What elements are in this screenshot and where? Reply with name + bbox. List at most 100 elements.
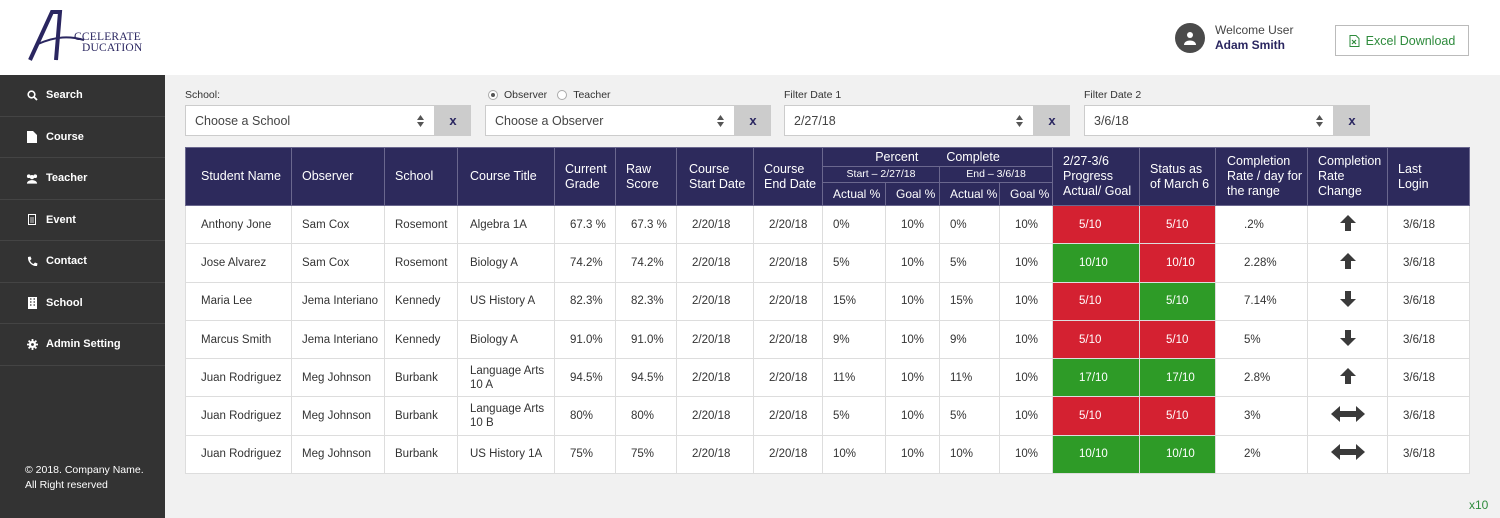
cell-s-actual: 15%	[822, 282, 886, 321]
header-end-range: End – 3/6/18	[938, 166, 1054, 183]
copyright-line-2: All Right reserved	[25, 479, 108, 491]
sidebar-item-course[interactable]: Course	[0, 117, 165, 158]
teacher-radio[interactable]	[557, 90, 568, 100]
sidebar-item-teacher[interactable]: Teacher	[0, 158, 165, 200]
table-row[interactable]: Anthony Jone Sam Cox Rosemont Algebra 1A 67.…	[185, 205, 1471, 245]
header-line: of March 6	[1150, 176, 1210, 191]
header-line: Actual/ Goal	[1063, 184, 1132, 198]
sidebar-item-admin-setting[interactable]: Admin Setting	[0, 324, 165, 366]
header-last-login[interactable]: Last Login	[1387, 147, 1471, 206]
sidebar-item-school[interactable]: School	[0, 283, 165, 324]
filter-date-1-value: 2/27/18	[794, 113, 836, 128]
cell-status: 10/10	[1139, 435, 1217, 475]
cell-rate: 2%	[1215, 435, 1309, 475]
clear-observer-button[interactable]: x	[735, 105, 771, 136]
cell-student: Anthony Jone	[185, 205, 292, 245]
clear-date-2-button[interactable]: x	[1334, 105, 1370, 136]
cell-end: 2/20/18	[753, 320, 823, 360]
header-status[interactable]: Status as of March 6	[1139, 147, 1217, 206]
company-logo[interactable]: CCELERATE DUCATION	[26, 10, 156, 64]
cell-start: 2/20/18	[676, 243, 754, 283]
header-course-end-date[interactable]: Course End Date	[753, 147, 823, 206]
header-line: Current	[565, 161, 607, 176]
cell-raw: 94.5%	[615, 358, 677, 398]
table-row[interactable]: Jose Alvarez Sam Cox Rosemont Biology A 74.2…	[185, 243, 1471, 283]
excel-download-label: Excel Download	[1365, 33, 1456, 48]
select-arrows-icon	[1016, 115, 1023, 127]
table-row[interactable]: Juan Rodriguez Meg Johnson Burbank Language…	[185, 396, 1471, 436]
cell-login: 3/6/18	[1387, 435, 1471, 475]
observer-radio[interactable]	[488, 90, 498, 100]
sidebar-item-contact[interactable]: Contact	[0, 241, 165, 283]
clear-school-button[interactable]: x	[435, 105, 471, 136]
header-completion-rate[interactable]: Completion Rate / day for the range	[1215, 147, 1309, 206]
cell-course: Biology A	[457, 320, 555, 360]
header-student-name[interactable]: Student Name	[185, 147, 292, 206]
arrow-left-right-icon	[1330, 406, 1365, 425]
cell-grade: 75%	[554, 435, 616, 475]
sidebar-item-label: Admin Setting	[46, 338, 121, 351]
sidebar-item-label: Search	[46, 89, 83, 102]
cell-change	[1307, 282, 1389, 321]
cell-s-actual: 5%	[822, 243, 886, 283]
cell-e-actual: 9%	[939, 320, 1000, 360]
user-info[interactable]: Welcome User Adam Smith	[1175, 23, 1293, 53]
header-end-actual[interactable]: Actual %	[939, 182, 1000, 206]
header-line: Status as	[1150, 161, 1203, 176]
role-radio-group: Observer Teacher	[488, 89, 611, 101]
logo-line-1: CCELERATE	[74, 31, 141, 43]
filter-date-2-select[interactable]: 3/6/18	[1084, 105, 1334, 136]
header-start-actual[interactable]: Actual %	[822, 182, 886, 206]
school-select[interactable]: Choose a School	[185, 105, 435, 136]
excel-download-button[interactable]: Excel Download	[1335, 25, 1469, 56]
table-row[interactable]: Juan Rodriguez Meg Johnson Burbank US Histo…	[185, 435, 1471, 475]
sidebar-item-search[interactable]: Search	[0, 75, 165, 117]
observer-select[interactable]: Choose a Observer	[485, 105, 735, 136]
excel-file-icon	[1349, 34, 1360, 47]
header-current-grade[interactable]: Current Grade	[554, 147, 616, 206]
cell-s-goal: 10%	[885, 243, 940, 283]
cell-course: Language Arts 10 A	[457, 358, 555, 398]
table-row[interactable]: Marcus Smith Jema Interiano Kennedy Biology…	[185, 320, 1471, 360]
cell-end: 2/20/18	[753, 396, 823, 436]
filter-date-1-select[interactable]: 2/27/18	[784, 105, 1034, 136]
header-observer[interactable]: Observer	[291, 147, 385, 206]
cell-login: 3/6/18	[1387, 396, 1471, 436]
clear-date-1-button[interactable]: x	[1034, 105, 1070, 136]
header-school[interactable]: School	[384, 147, 458, 206]
header-line: Rate	[1318, 169, 1345, 183]
cell-observer: Meg Johnson	[291, 435, 385, 475]
cell-observer: Sam Cox	[291, 205, 385, 245]
user-name: Adam Smith	[1215, 38, 1286, 52]
cell-start: 2/20/18	[676, 282, 754, 321]
table-row[interactable]: Juan Rodriguez Meg Johnson Burbank Language…	[185, 358, 1471, 398]
header-course-title[interactable]: Course Title	[457, 147, 555, 206]
cell-status: 17/10	[1139, 358, 1217, 398]
sidebar-item-label: Contact	[46, 255, 87, 268]
cell-e-goal: 10%	[998, 396, 1054, 436]
header-end-goal[interactable]: Goal %	[998, 182, 1054, 206]
cell-rate: 2.28%	[1215, 243, 1309, 283]
cell-start: 2/20/18	[676, 205, 754, 245]
header-completion-rate-change[interactable]: Completion Rate Change	[1307, 147, 1389, 206]
cell-school: Rosemont	[384, 205, 458, 245]
header-line: Raw	[626, 161, 652, 176]
logo-line-2: DUCATION	[82, 42, 143, 54]
cell-student: Juan Rodriguez	[185, 435, 292, 475]
cell-observer: Sam Cox	[291, 243, 385, 283]
cell-rate: .2%	[1215, 205, 1309, 245]
sidebar-item-event[interactable]: Event	[0, 200, 165, 241]
page-size-label[interactable]: x10	[1469, 498, 1489, 512]
filter-date-2-label: Filter Date 2	[1084, 89, 1142, 101]
cell-s-actual: 10%	[822, 435, 886, 475]
cell-s-goal: 10%	[885, 320, 940, 360]
header-raw-score[interactable]: Raw Score	[615, 147, 677, 206]
calendar-icon	[26, 214, 38, 226]
cell-progress: 5/10	[1052, 396, 1141, 436]
table-row[interactable]: Maria Lee Jema Interiano Kennedy US History…	[185, 282, 1471, 321]
header-progress[interactable]: 2/27-3/6 Progress Actual/ Goal	[1052, 147, 1141, 206]
header-course-start-date[interactable]: Course Start Date	[676, 147, 754, 206]
header-start-goal[interactable]: Goal %	[885, 182, 940, 206]
cell-school: Burbank	[384, 358, 458, 398]
cell-school: Kennedy	[384, 320, 458, 360]
